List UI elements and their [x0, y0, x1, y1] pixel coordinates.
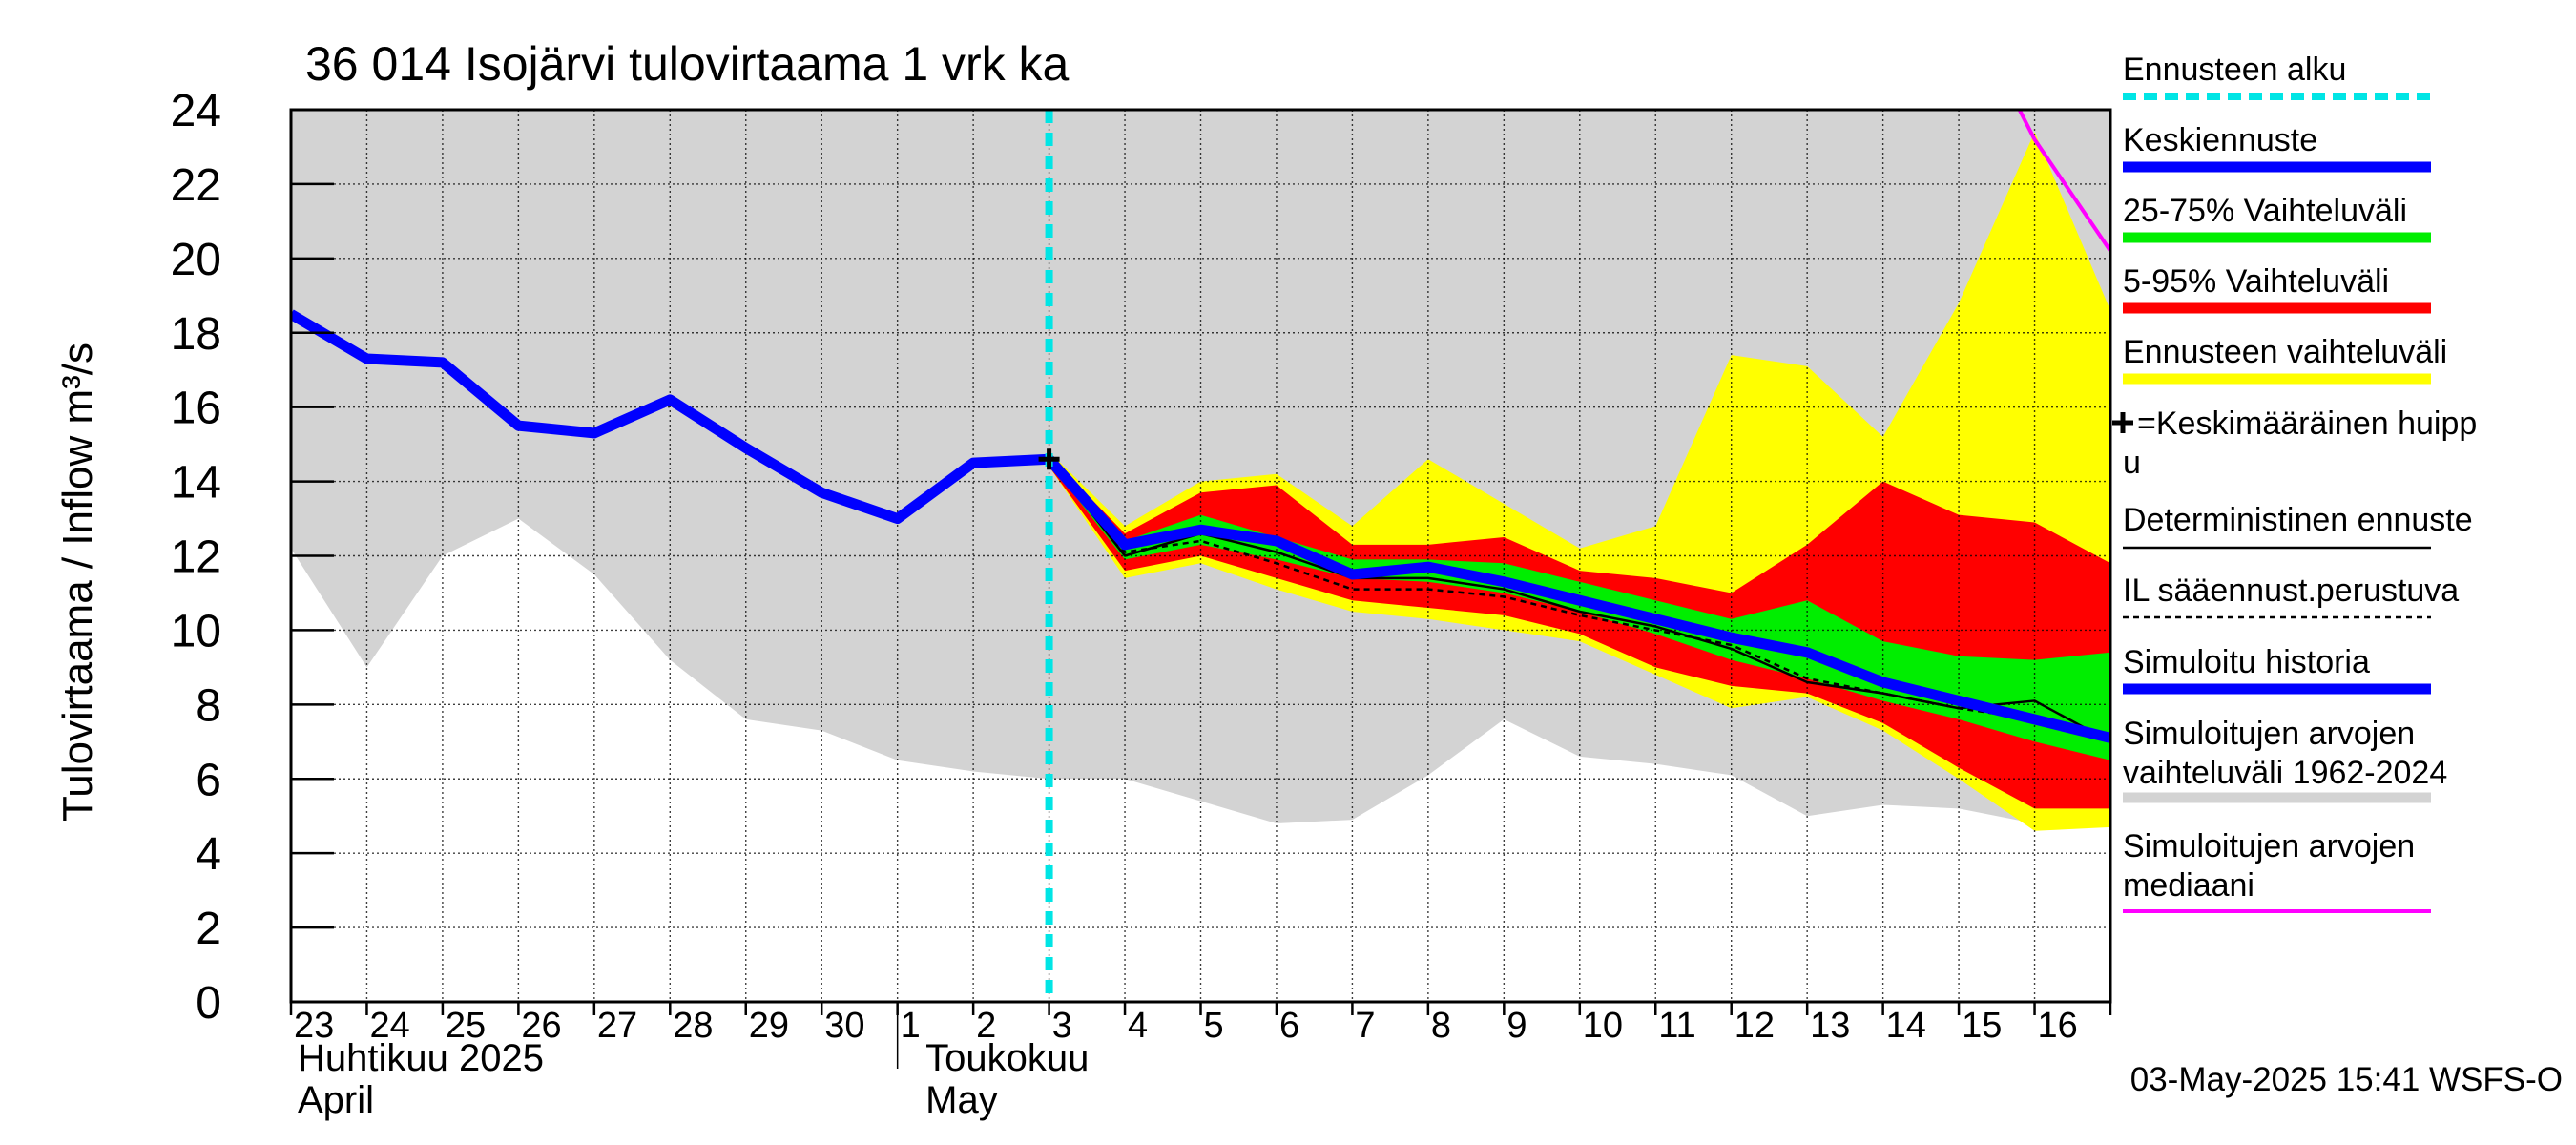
y-tick-label: 20 — [171, 235, 221, 285]
legend-label: 5-95% Vaihteluväli — [2123, 263, 2389, 300]
legend-label: Simuloitujen arvojen — [2123, 716, 2415, 752]
chart-title: 36 014 Isojärvi tulovirtaama 1 vrk ka — [305, 37, 1070, 91]
x-tick-label: 6 — [1279, 1006, 1299, 1046]
x-tick-label: 13 — [1810, 1006, 1850, 1046]
x-tick-label: 8 — [1431, 1006, 1451, 1046]
x-tick-label: 23 — [294, 1006, 334, 1046]
legend-label: 25-75% Vaihteluväli — [2123, 193, 2407, 229]
legend-label: Ennusteen vaihteluväli — [2123, 334, 2447, 370]
x-tick-label: 2 — [976, 1006, 996, 1046]
y-tick-label: 0 — [196, 978, 221, 1029]
line-keskiennuste — [1045, 455, 2110, 743]
y-tick-label: 14 — [171, 458, 221, 509]
legend-item-deterministinen-ennuste: Deterministinen ennuste — [2123, 502, 2473, 550]
legend-label-cont: mediaani — [2123, 867, 2254, 904]
legend-label-cont: u — [2123, 445, 2141, 481]
legend-label-cont: vaihteluväli 1962-2024 — [2123, 755, 2447, 791]
legend-label: Ennusteen alku — [2123, 52, 2346, 88]
y-tick-label: 4 — [196, 829, 221, 880]
line-simuloitu-historia — [291, 309, 1049, 525]
x-tick-label: 10 — [1583, 1006, 1623, 1046]
band-5-95-vaihteluv-li — [1049, 455, 2110, 809]
x-tick-label: 9 — [1506, 1006, 1527, 1046]
x-tick-label: 26 — [521, 1006, 561, 1046]
legend-item-il-s-ennust-perustuva: IL sääennust.perustuva — [2123, 572, 2459, 619]
legend-label: Simuloitujen arvojen — [2123, 828, 2415, 864]
x-tick-label: 24 — [369, 1006, 409, 1046]
y-tick-label: 10 — [171, 606, 221, 656]
y-tick-label: 12 — [171, 532, 221, 583]
y-tick-label: 22 — [171, 160, 221, 211]
month-label-fi: Huhtikuu 2025 — [298, 1037, 544, 1079]
legend-item-ennusteen-alku: Ennusteen alku — [2123, 52, 2431, 100]
y-axis-label: Tulovirtaama / Inflow m³/s — [54, 343, 101, 822]
x-tick-label: 1 — [901, 1006, 921, 1046]
y-tick-label: 8 — [196, 680, 221, 731]
legend-label: IL sääennust.perustuva — [2123, 572, 2459, 609]
legend: Ennusteen alku Keskiennuste 25-75% Vaihtel… — [2112, 52, 2477, 913]
line-simuloitujen-arvojen-mediaani — [2017, 110, 2110, 253]
y-tick-label: 6 — [196, 755, 221, 805]
y-tick-label: 16 — [171, 384, 221, 434]
legend-item-25-75-vaihteluv-li: 25-75% Vaihteluväli — [2123, 193, 2431, 243]
x-tick-label: 30 — [824, 1006, 864, 1046]
x-tick-label: 25 — [446, 1006, 486, 1046]
x-tick-label: 16 — [2038, 1006, 2078, 1046]
legend-item-simuloitu-historia: Simuloitu historia — [2123, 644, 2431, 695]
legend-item-5-95-vaihteluv-li: 5-95% Vaihteluväli — [2123, 263, 2431, 314]
timestamp: 03-May-2025 15:41 WSFS-O — [2130, 1061, 2563, 1098]
month-label-en: May — [925, 1079, 998, 1121]
legend-label: =Keskimääräinen huipp — [2137, 406, 2477, 442]
x-tick-label: 3 — [1052, 1006, 1072, 1046]
legend-label: Keskiennuste — [2123, 122, 2317, 158]
line-deterministinen-ennuste — [1048, 458, 2110, 743]
x-tick-label: 7 — [1355, 1006, 1375, 1046]
legend-label: Simuloitu historia — [2123, 644, 2370, 680]
y-tick-label: 2 — [196, 904, 221, 954]
legend-item-keskiennuste: Keskiennuste — [2123, 122, 2431, 173]
x-tick-label: 11 — [1658, 1006, 1695, 1046]
month-label-fi: Toukokuu — [925, 1037, 1089, 1079]
x-tick-label: 4 — [1128, 1006, 1148, 1046]
x-tick-label: 14 — [1886, 1006, 1926, 1046]
x-tick-label: 28 — [673, 1006, 713, 1046]
x-tick-label: 5 — [1204, 1006, 1224, 1046]
x-tick-label: 12 — [1735, 1006, 1775, 1046]
line-il-s-ennust-perustuva — [1048, 458, 2110, 743]
legend-item-ennusteen-vaihteluv-li: Ennusteen vaihteluväli — [2123, 334, 2447, 385]
y-tick-label: 18 — [171, 309, 221, 360]
month-label-en: April — [298, 1079, 374, 1121]
x-tick-label: 27 — [597, 1006, 637, 1046]
mean-peak-marker — [1038, 448, 1060, 470]
plot-area — [291, 110, 2110, 1002]
x-tick-label: 15 — [1962, 1006, 2002, 1046]
x-tick-label: 29 — [749, 1006, 789, 1046]
legend-peak-symbol — [2112, 412, 2133, 433]
legend-label: Deterministinen ennuste — [2123, 502, 2473, 538]
y-tick-label: 24 — [171, 86, 221, 136]
